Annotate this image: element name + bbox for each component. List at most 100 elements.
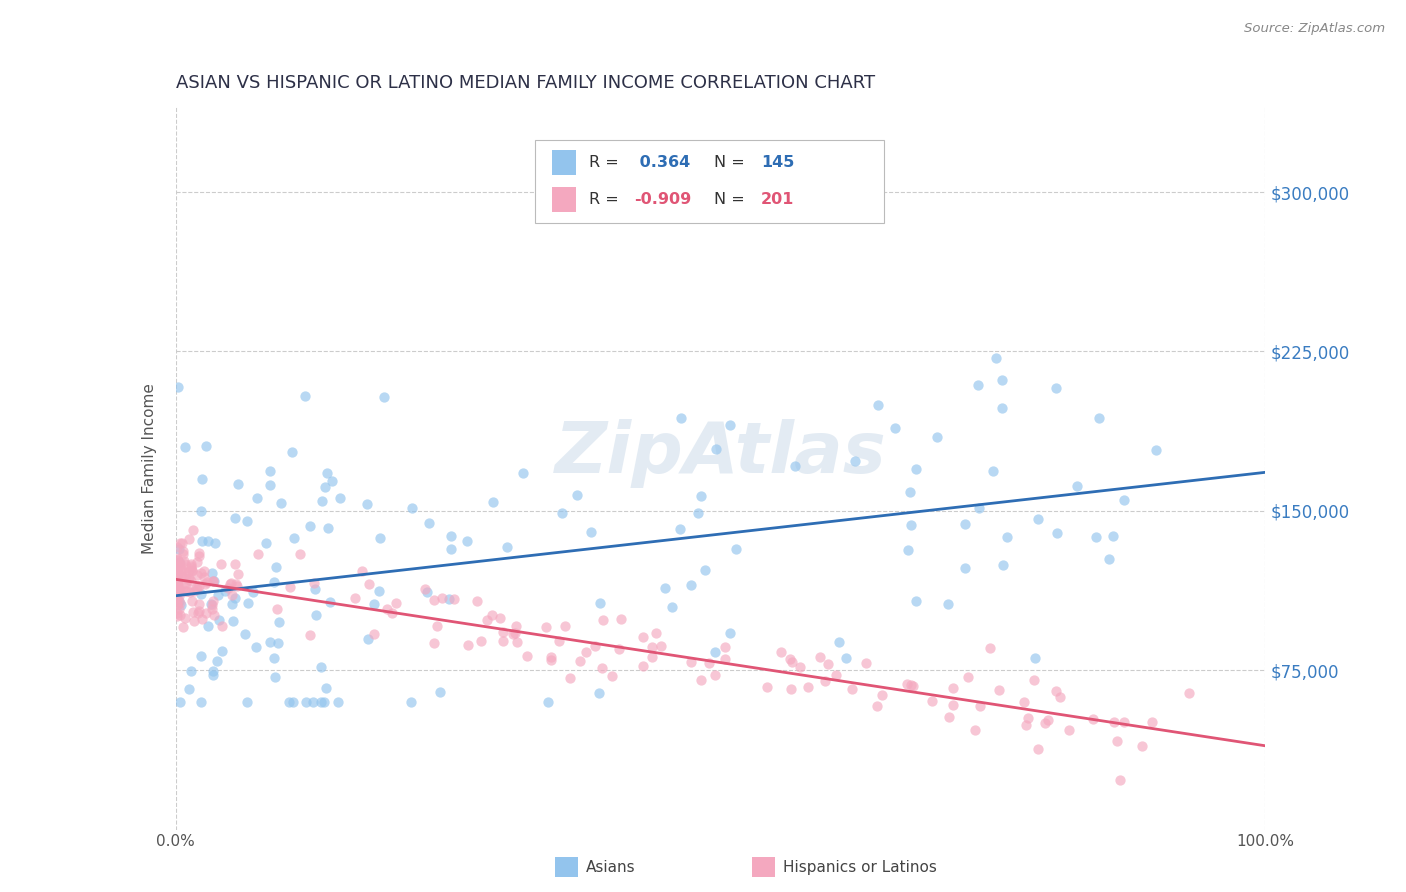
Point bbox=[1026, 742, 1049, 756]
Point bbox=[183, 615, 205, 629]
Point bbox=[193, 570, 215, 584]
Point bbox=[174, 557, 197, 571]
Point bbox=[343, 591, 366, 606]
Point bbox=[1017, 711, 1039, 725]
Point bbox=[269, 615, 291, 629]
Point bbox=[169, 556, 191, 570]
Point bbox=[166, 597, 188, 611]
Point bbox=[166, 583, 188, 598]
Point bbox=[377, 601, 399, 615]
Point bbox=[167, 589, 190, 603]
Point bbox=[1012, 695, 1035, 709]
Point bbox=[779, 651, 801, 665]
Point bbox=[224, 557, 246, 571]
Point bbox=[703, 668, 725, 682]
Point bbox=[1036, 713, 1059, 727]
Point bbox=[173, 440, 195, 454]
Point bbox=[583, 639, 606, 653]
Point bbox=[207, 588, 229, 602]
Point bbox=[1178, 686, 1201, 700]
Point bbox=[534, 620, 557, 634]
Point bbox=[180, 594, 202, 608]
Point bbox=[725, 541, 748, 556]
Point bbox=[201, 574, 224, 589]
Point bbox=[482, 495, 505, 509]
Point bbox=[363, 627, 385, 641]
Point bbox=[942, 681, 965, 696]
Point bbox=[770, 645, 793, 659]
Point bbox=[179, 681, 201, 696]
Bar bbox=[551, 151, 575, 176]
Point bbox=[898, 484, 921, 499]
Point bbox=[505, 635, 527, 649]
Point bbox=[267, 636, 290, 650]
Point bbox=[170, 563, 193, 577]
Point bbox=[224, 511, 246, 525]
Point bbox=[866, 699, 889, 714]
Point bbox=[202, 607, 225, 622]
Point bbox=[1024, 673, 1046, 687]
Point bbox=[318, 521, 340, 535]
Point bbox=[591, 661, 613, 675]
Point bbox=[278, 580, 301, 594]
Point bbox=[247, 547, 270, 561]
Point bbox=[1102, 715, 1125, 730]
Point bbox=[1046, 525, 1069, 540]
Point bbox=[190, 648, 212, 663]
Point bbox=[633, 630, 655, 644]
Point bbox=[426, 619, 449, 633]
Point bbox=[1144, 443, 1167, 458]
Point bbox=[304, 576, 326, 591]
Point bbox=[569, 653, 592, 667]
Point bbox=[413, 582, 436, 596]
Point bbox=[641, 650, 664, 665]
Text: 201: 201 bbox=[761, 192, 794, 207]
Point bbox=[824, 668, 846, 682]
Point bbox=[969, 698, 991, 713]
Point bbox=[551, 506, 574, 520]
Point bbox=[166, 380, 188, 394]
Point bbox=[644, 626, 666, 640]
Point bbox=[465, 593, 488, 607]
Point bbox=[718, 417, 741, 432]
Point bbox=[938, 597, 960, 611]
Point bbox=[170, 599, 193, 613]
Point bbox=[188, 579, 211, 593]
Point bbox=[979, 641, 1001, 656]
Point bbox=[277, 695, 299, 709]
Point bbox=[187, 549, 209, 563]
Point bbox=[173, 575, 195, 590]
Point bbox=[1059, 723, 1081, 737]
Point bbox=[579, 524, 602, 539]
Point bbox=[236, 596, 259, 610]
Point bbox=[883, 421, 905, 435]
Point bbox=[186, 582, 208, 596]
Point bbox=[169, 562, 191, 576]
Point bbox=[166, 575, 188, 590]
Point bbox=[169, 558, 191, 573]
Point bbox=[202, 664, 225, 678]
Point bbox=[356, 497, 378, 511]
Point bbox=[796, 681, 818, 695]
Point bbox=[246, 491, 269, 506]
Point bbox=[236, 695, 259, 709]
Point bbox=[180, 574, 202, 589]
Point bbox=[177, 532, 200, 546]
Point bbox=[835, 651, 858, 665]
Point bbox=[177, 565, 200, 579]
Point bbox=[984, 351, 1007, 366]
Point bbox=[245, 640, 267, 655]
Point bbox=[903, 679, 925, 693]
Point bbox=[166, 563, 188, 577]
Point bbox=[381, 607, 404, 621]
Point bbox=[169, 695, 191, 709]
Point bbox=[167, 555, 190, 569]
Point bbox=[905, 594, 928, 608]
Point bbox=[1015, 718, 1038, 732]
Point bbox=[315, 681, 337, 695]
Point bbox=[502, 626, 524, 640]
Point bbox=[166, 553, 188, 567]
Point bbox=[488, 611, 510, 625]
Point bbox=[808, 650, 831, 665]
Point bbox=[304, 582, 326, 596]
